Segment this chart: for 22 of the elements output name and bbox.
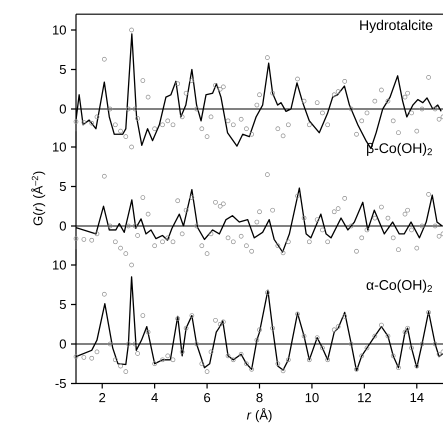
y-tick-label: 5 <box>60 182 66 192</box>
y-tick-label: 0 <box>60 221 66 231</box>
x-tick-label: 2 <box>99 393 106 402</box>
x-tick-label: 8 <box>256 393 263 402</box>
x-tick-label: 4 <box>151 393 158 402</box>
text: α-Co(OH)$_{2}$ <box>366 280 432 293</box>
x-tick-label: 14 <box>410 393 424 402</box>
y-tick-label: 0 <box>60 104 66 114</box>
x-tick-label: 6 <box>204 393 210 402</box>
chart-title: Hydrotalcite <box>360 20 432 33</box>
y-tick-label: -5 <box>55 378 66 388</box>
y-tick-label: 5 <box>60 64 66 74</box>
y-tick-label: 10 <box>53 25 66 35</box>
y-tick-label: 0 <box>60 339 66 349</box>
text: β-Co(OH)$_{2}$ <box>367 142 432 156</box>
y-axis-title: G(r) (Å$^{–2}$) <box>31 172 46 226</box>
x-axis-title: r (Å) <box>246 408 272 422</box>
x-tick-label: 10 <box>306 393 319 402</box>
y-tick-label: 5 <box>60 300 66 310</box>
y-tick-label: 10 <box>53 260 66 270</box>
y-tick-label: 10 <box>52 142 66 152</box>
x-tick-label: 12 <box>358 393 371 402</box>
